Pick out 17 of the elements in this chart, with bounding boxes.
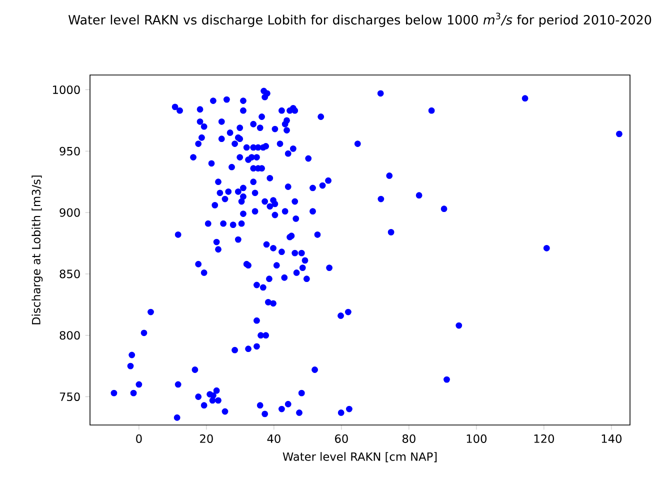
- x-tick-label: 60: [335, 434, 348, 443]
- chart-title: Water level RAKN vs discharge Lobith for discharges below 1000 m$^{3}$/s for period 2010-2020: [68, 12, 652, 28]
- y-tick-label: 800: [60, 331, 80, 340]
- y-tick-label: 1000: [53, 85, 80, 94]
- x-tick-label: 140: [602, 434, 622, 443]
- x-tick-label: 120: [534, 434, 554, 443]
- y-tick-label: 750: [60, 392, 80, 402]
- x-tick-label: 100: [466, 434, 487, 443]
- x-tick-label: 80: [402, 434, 416, 443]
- y-tick-label: 900: [60, 208, 80, 217]
- x-axis-title: Water level RAKN [cm NAP]: [282, 452, 437, 462]
- x-tick-label: 20: [200, 434, 213, 443]
- y-axis-title: Discharge at Lobith [m3/s]: [32, 176, 43, 324]
- y-tick-label: 950: [60, 146, 80, 156]
- x-tick-label: 40: [267, 434, 280, 443]
- y-tick-label: 850: [60, 270, 80, 278]
- x-tick-label: 0: [136, 434, 142, 443]
